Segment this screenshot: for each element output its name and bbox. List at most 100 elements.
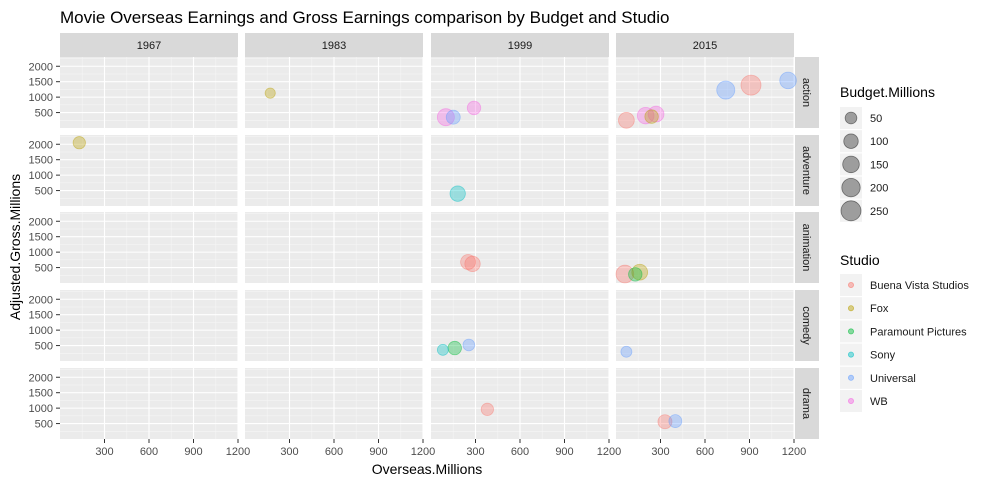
y-axis-label: Adjusted.Gross.Millions	[7, 174, 23, 320]
size-legend-key	[842, 155, 860, 174]
chart-title: Movie Overseas Earnings and Gross Earnin…	[60, 8, 670, 27]
color-legend-key	[848, 351, 855, 358]
x-tick-label: 1200	[226, 446, 250, 458]
facet-strip-label: animation	[800, 224, 812, 272]
color-legend-key-box	[840, 343, 862, 366]
color-legend-label: Buena Vista Studios	[870, 280, 969, 292]
size-legend-key-box	[840, 130, 862, 153]
y-tick-label: 2000	[29, 139, 53, 151]
data-point	[480, 402, 494, 416]
facet-strip-action	[795, 57, 819, 128]
size-legend-label: 50	[870, 113, 882, 125]
color-legend-key	[848, 374, 855, 381]
color-legend-label: WB	[870, 396, 888, 408]
data-point	[436, 343, 449, 356]
facet-strip-1999	[431, 33, 609, 57]
size-legend-key-box	[840, 176, 862, 199]
x-tick-label: 900	[740, 446, 758, 458]
data-point	[779, 71, 797, 90]
facet-strip-label: 1983	[322, 40, 346, 52]
color-legend-key-box	[840, 320, 862, 343]
y-tick-label: 1000	[29, 92, 53, 104]
y-tick-label: 2000	[29, 216, 53, 228]
facet-strip-drama	[795, 368, 819, 439]
x-tick-label: 600	[511, 446, 529, 458]
color-legend-key	[848, 397, 855, 404]
y-tick-label: 1500	[29, 155, 53, 167]
x-tick-label: 600	[140, 446, 158, 458]
color-legend-key-box	[840, 390, 862, 412]
y-tick-label: 500	[35, 108, 53, 120]
y-tick-label: 1000	[29, 247, 53, 259]
color-legend-label: Sony	[870, 350, 896, 362]
data-point	[716, 80, 736, 100]
color-legend-key-box	[840, 297, 862, 320]
color-legend-label: Universal	[870, 373, 916, 385]
data-point	[460, 254, 476, 270]
color-legend-label: Fox	[870, 303, 889, 315]
color-legend-key	[848, 305, 855, 312]
color-legend-label: Paramount Pictures	[870, 326, 967, 338]
y-tick-label: 500	[35, 341, 53, 353]
size-legend-label: 250	[870, 206, 888, 218]
x-axis-label: Overseas.Millions	[372, 461, 482, 477]
facet-strip-animation	[795, 212, 819, 283]
size-legend-title: Budget.Millions	[840, 84, 935, 100]
color-legend-keys: Buena Vista Studios Fox Paramount Pictures…	[840, 274, 969, 412]
data-point	[264, 87, 276, 99]
size-legend-key	[841, 177, 861, 198]
size-legend-keys: 50 100 150 200 250	[840, 107, 888, 222]
facet-strip-label: drama	[800, 388, 812, 420]
y-tick-label: 500	[35, 263, 53, 275]
color-legend-key-box	[840, 366, 862, 389]
data-point	[72, 136, 86, 150]
y-tick-label: 1500	[29, 388, 53, 400]
facet-strip-label: 1967	[137, 40, 161, 52]
facet-panels	[60, 57, 795, 439]
size-legend-key-box	[840, 199, 862, 222]
y-tick-label: 1500	[29, 77, 53, 89]
facet-strip-label: 2015	[693, 40, 717, 52]
facet-strips: 1967 1983 1999 2015 action adventure animation…	[60, 33, 819, 439]
data-point	[636, 106, 655, 125]
data-point	[628, 267, 643, 282]
size-legend-key-box	[840, 153, 862, 176]
facet-strip-comedy	[795, 290, 819, 361]
color-legend-key-box	[840, 274, 862, 296]
x-tick-label: 900	[369, 446, 387, 458]
data-point	[436, 108, 455, 127]
facet-strip-label: 1999	[508, 40, 532, 52]
data-point	[657, 414, 673, 430]
size-legend-key	[840, 200, 862, 222]
data-points	[72, 71, 797, 430]
color-legend-key	[848, 328, 855, 335]
data-point	[647, 105, 665, 123]
data-point	[620, 345, 633, 358]
size-legend-label: 150	[870, 159, 888, 171]
data-point	[445, 109, 461, 125]
facet-strip-label: adventure	[800, 146, 812, 195]
data-point	[447, 340, 462, 356]
data-point	[449, 185, 466, 202]
x-tick-label: 1200	[782, 446, 806, 458]
size-legend-key	[844, 111, 858, 125]
y-tick-label: 1500	[29, 232, 53, 244]
axes: 500 1000 1500 2000 500 1000 1500 2000 500 1000 150…	[29, 61, 807, 458]
facet-strip-label: comedy	[800, 306, 812, 345]
x-tick-label: 300	[95, 446, 113, 458]
data-point	[618, 111, 635, 129]
facet-strip-label: action	[800, 78, 812, 107]
x-tick-label: 1200	[597, 446, 621, 458]
facet-strip-1967	[60, 33, 238, 57]
x-tick-label: 300	[466, 446, 484, 458]
facet-strip-1983	[245, 33, 423, 57]
size-legend-label: 100	[870, 136, 888, 148]
facet-strip-2015	[616, 33, 794, 57]
y-tick-label: 2000	[29, 372, 53, 384]
facet-strip-adventure	[795, 135, 819, 206]
x-tick-label: 900	[184, 446, 202, 458]
y-tick-label: 1000	[29, 170, 53, 182]
x-tick-label: 600	[696, 446, 714, 458]
